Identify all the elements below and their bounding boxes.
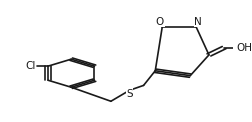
Text: N: N (194, 17, 202, 27)
Text: O: O (156, 17, 164, 27)
Text: S: S (126, 89, 133, 99)
Text: Cl: Cl (25, 61, 35, 71)
Text: OH: OH (236, 43, 252, 53)
